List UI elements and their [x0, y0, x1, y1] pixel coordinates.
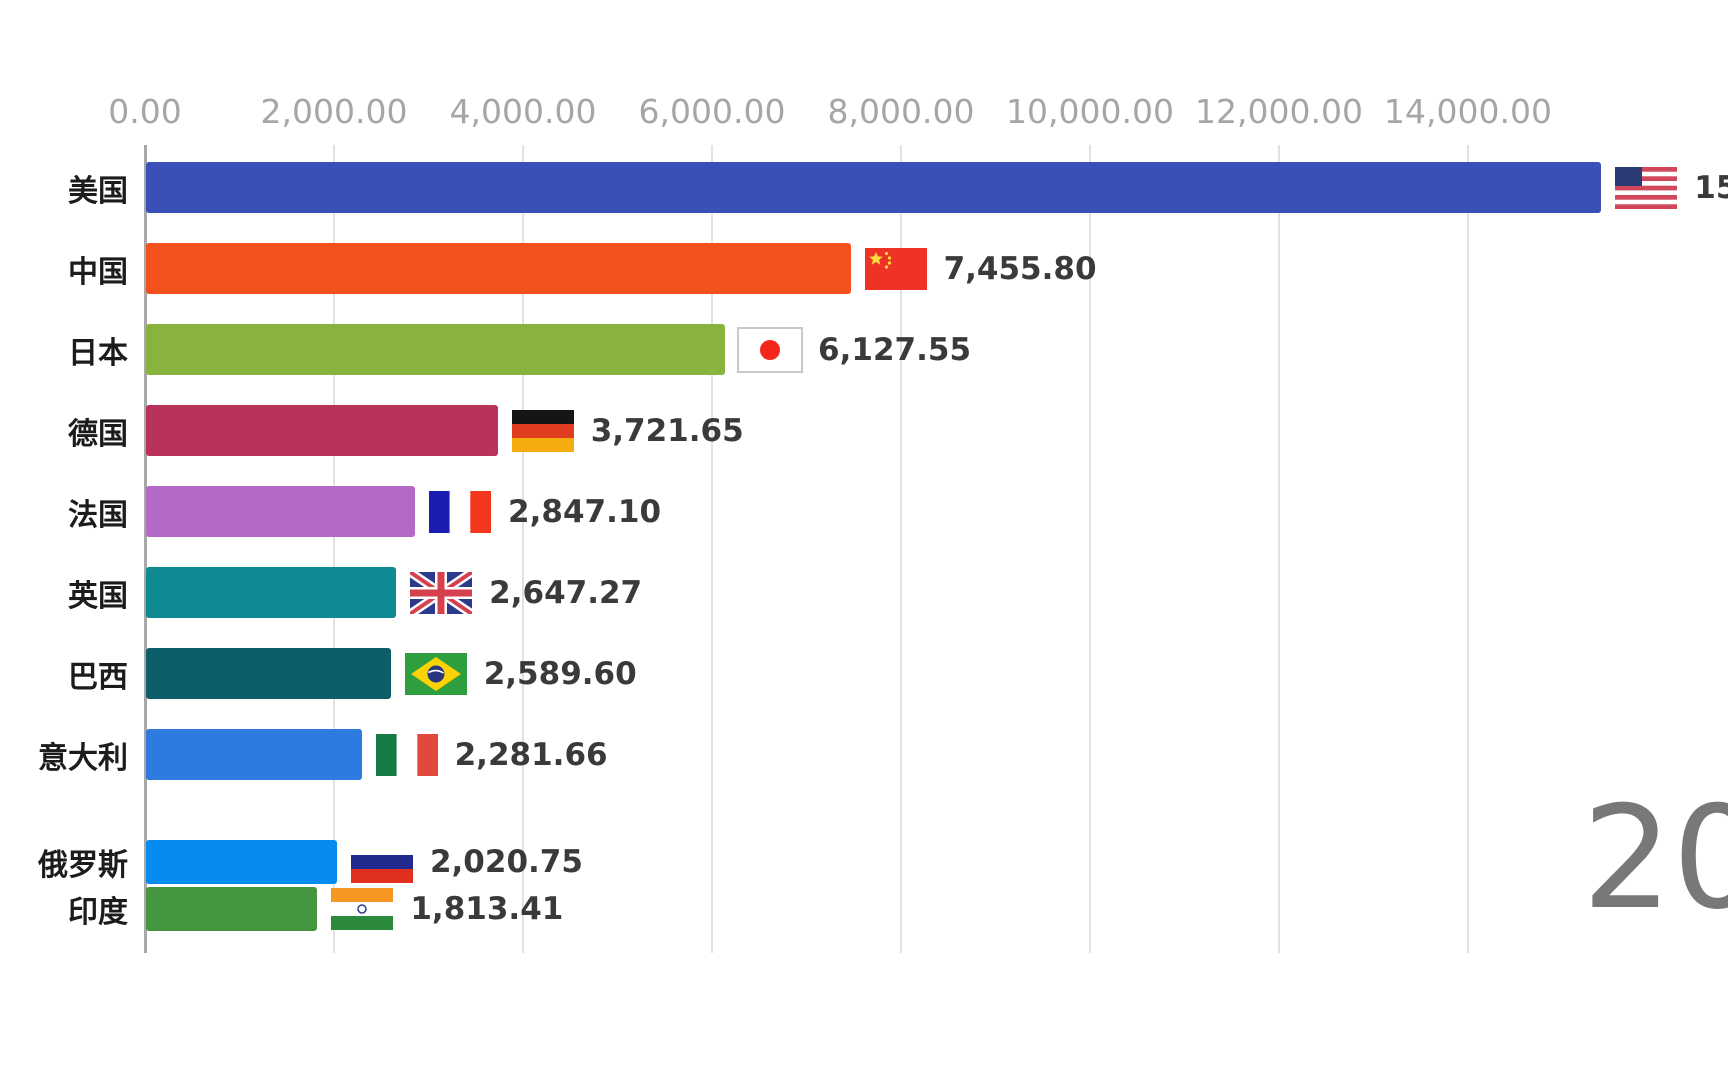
- value-label-fr: 2,847.10: [508, 493, 662, 530]
- x-axis-tick-label: 4,000.00: [449, 92, 597, 131]
- x-axis-tick-label: 8,000.00: [827, 92, 975, 131]
- value-label-gb: 2,647.27: [489, 574, 643, 611]
- it-flag-icon: [375, 733, 438, 776]
- gb-flag-icon: [410, 571, 473, 614]
- value-label-ru: 2,020.75: [429, 844, 583, 880]
- bar-ru: [146, 840, 337, 884]
- country-label-br: 巴西: [68, 659, 128, 695]
- de-flag-icon: [511, 409, 574, 452]
- gridline: [1278, 145, 1280, 953]
- country-label-de: 德国: [68, 416, 128, 452]
- y-axis-line: [144, 145, 147, 953]
- value-label-cn: 7,455.80: [943, 250, 1097, 287]
- country-label-it: 意大利: [38, 740, 128, 776]
- bar-de: [146, 405, 498, 456]
- bar-in: [146, 887, 318, 931]
- value-label-jp: 6,127.55: [818, 331, 972, 368]
- br-flag-icon: [404, 652, 467, 695]
- country-label-cn: 中国: [68, 254, 128, 290]
- bar-br: [146, 648, 391, 699]
- country-label-ru: 俄罗斯: [38, 848, 128, 883]
- gridline: [1467, 145, 1469, 953]
- country-label-in: 印度: [68, 895, 128, 930]
- gridline: [1089, 145, 1091, 953]
- gridline: [333, 145, 335, 953]
- value-label-in: 1,813.41: [410, 891, 564, 927]
- value-label-it: 2,281.66: [454, 736, 608, 773]
- country-label-jp: 日本: [68, 335, 128, 371]
- cn-flag-icon: [864, 247, 927, 290]
- value-label-us: 15: [1694, 169, 1728, 206]
- jp-flag-icon: [737, 326, 804, 373]
- value-label-br: 2,589.60: [483, 655, 637, 692]
- us-flag-icon: [1615, 166, 1678, 209]
- country-label-fr: 法国: [68, 497, 128, 533]
- bar-fr: [146, 486, 416, 537]
- country-label-us: 美国: [68, 173, 128, 209]
- x-axis-tick-label: 6,000.00: [638, 92, 786, 131]
- bar-jp: [146, 324, 726, 375]
- gridline: [900, 145, 902, 953]
- x-axis-tick-label: 2,000.00: [260, 92, 408, 131]
- ru-flag-icon: [350, 841, 413, 883]
- value-label-de: 3,721.65: [590, 412, 744, 449]
- in-flag-icon: [331, 888, 394, 930]
- fr-flag-icon: [429, 490, 492, 533]
- x-axis-tick-label: 10,000.00: [1006, 92, 1174, 131]
- bar-gb: [146, 567, 397, 618]
- bar-us: [146, 162, 1602, 213]
- bar-cn: [146, 243, 851, 294]
- x-axis-tick-label: 0.00: [108, 92, 182, 131]
- x-axis-tick-label: 12,000.00: [1195, 92, 1363, 131]
- gridline: [711, 145, 713, 953]
- x-axis-tick-label: 14,000.00: [1384, 92, 1552, 131]
- year-label: 20: [1582, 776, 1728, 941]
- country-label-gb: 英国: [68, 578, 128, 614]
- gridline: [522, 145, 524, 953]
- bar-it: [146, 729, 362, 780]
